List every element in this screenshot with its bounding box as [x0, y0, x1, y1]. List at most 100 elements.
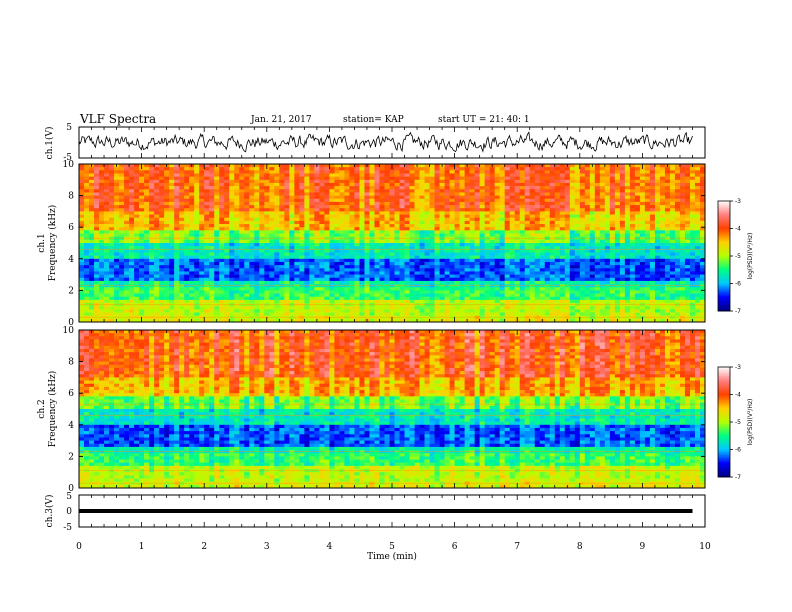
spectrogram-cell	[334, 252, 340, 256]
spectrogram-cell	[639, 274, 646, 279]
spectrogram-cell	[659, 268, 666, 272]
spectrogram-cell	[124, 246, 130, 250]
spectrogram-cell	[359, 255, 365, 260]
spectrogram-cell	[634, 211, 641, 215]
spectrogram-cell	[644, 192, 651, 196]
spectrogram-cell	[324, 198, 330, 203]
spectrogram-cell	[269, 271, 275, 275]
spectrogram-cell	[84, 211, 90, 215]
spectrogram-cell	[364, 277, 370, 282]
spectrogram-cell	[519, 205, 526, 209]
spectrogram-cell	[529, 205, 536, 209]
spectrogram-cell	[454, 261, 460, 266]
spectrogram-cell	[119, 233, 125, 237]
spectrogram-cell	[184, 261, 190, 266]
spectrogram-cell	[379, 246, 385, 250]
spectrogram-cell	[124, 249, 130, 253]
spectrogram-cell	[534, 271, 541, 275]
spectrogram-cell	[294, 214, 300, 219]
spectrogram-cell	[174, 265, 180, 269]
spectrogram-cell	[209, 186, 215, 190]
spectrogram-cell	[609, 170, 616, 174]
spectrogram-cell	[174, 230, 180, 234]
spectrogram-cell	[319, 230, 325, 234]
spectrogram-cell	[464, 189, 470, 193]
spectrogram-cell	[409, 198, 415, 203]
spectrogram-cell	[234, 255, 240, 260]
spectrogram-cell	[559, 179, 566, 184]
spectrogram-cell	[364, 198, 370, 203]
spectrogram-cell	[569, 280, 576, 285]
spectrogram-cell	[124, 205, 130, 209]
spectrogram-cell	[584, 249, 591, 253]
spectrogram-cell	[369, 198, 375, 203]
spectrogram-cell	[529, 176, 536, 181]
spectrogram-cell	[374, 176, 380, 181]
spectrogram-cell	[634, 192, 641, 196]
spectrogram-cell	[284, 246, 290, 250]
spectrogram-cell	[614, 224, 621, 228]
spectrogram-cell	[689, 230, 696, 234]
spectrogram-cell	[409, 252, 415, 256]
spectrogram-cell	[394, 192, 400, 196]
spectrogram-cell	[164, 280, 170, 285]
spectrogram-cell	[179, 252, 185, 256]
spectrogram-cell	[119, 164, 125, 168]
spectrogram-cell	[654, 265, 661, 269]
spectrogram-cell	[344, 167, 350, 171]
spectrogram-cell	[659, 265, 666, 269]
spectrogram-cell	[404, 227, 410, 231]
spectrogram-cell	[644, 164, 651, 168]
spectrogram-cell	[499, 173, 505, 177]
spectrogram-cell	[144, 277, 150, 282]
spectrogram-cell	[659, 261, 666, 266]
spectrogram-cell	[149, 249, 155, 253]
spectrogram-cell	[204, 233, 210, 237]
spectrogram-cell	[589, 249, 596, 253]
spectrogram-cell	[694, 198, 701, 203]
spectrogram-cell	[209, 189, 215, 193]
spectrogram-cell	[304, 287, 310, 291]
spectrogram-cell	[299, 176, 305, 181]
spectrogram-cell	[499, 192, 505, 196]
spectrogram-cell	[254, 268, 260, 272]
spectrogram-cell	[279, 214, 285, 219]
spectrogram-cell	[149, 258, 155, 263]
spectrogram-cell	[679, 208, 686, 212]
spectrogram-cell	[544, 173, 551, 177]
spectrogram-cell	[584, 205, 591, 209]
spectrogram-cell	[679, 195, 686, 200]
spectrogram-cell	[329, 198, 335, 203]
spectrogram-cell	[349, 224, 355, 228]
spectrogram-cell	[579, 220, 586, 225]
spectrogram-cell	[209, 274, 215, 279]
spectrogram-cell	[274, 195, 280, 200]
spectrogram-cell	[229, 224, 235, 228]
spectrogram-cell	[219, 252, 225, 256]
spectrogram-cell	[304, 220, 310, 225]
spectrogram-cell	[169, 239, 175, 244]
spectrogram-cell	[209, 227, 215, 231]
spectrogram-cell	[324, 214, 330, 219]
spectrogram-cell	[119, 280, 125, 285]
spectrogram-cell	[314, 182, 320, 187]
spectrogram-cell	[264, 252, 270, 256]
spectrogram-cell	[364, 173, 370, 177]
spectrogram-cell	[534, 224, 541, 228]
spectrogram-cell	[529, 261, 536, 266]
spectrogram-cell	[369, 287, 375, 291]
spectrogram-cell	[259, 246, 265, 250]
spectrogram-cell	[509, 233, 515, 237]
spectrogram-cell	[224, 173, 230, 177]
spectrogram-cell	[679, 271, 686, 275]
spectrogram-cell	[199, 277, 205, 282]
spectrogram-cell	[304, 167, 310, 171]
spectrogram-cell	[374, 192, 380, 196]
spectrogram-cell	[109, 233, 115, 237]
spectrogram-cell	[434, 271, 440, 275]
spectrogram-cell	[324, 224, 330, 228]
spectrogram-cell	[234, 167, 240, 171]
spectrogram-cell	[364, 220, 370, 225]
spectrogram-cell	[144, 280, 150, 285]
spectrogram-cell	[349, 220, 355, 225]
